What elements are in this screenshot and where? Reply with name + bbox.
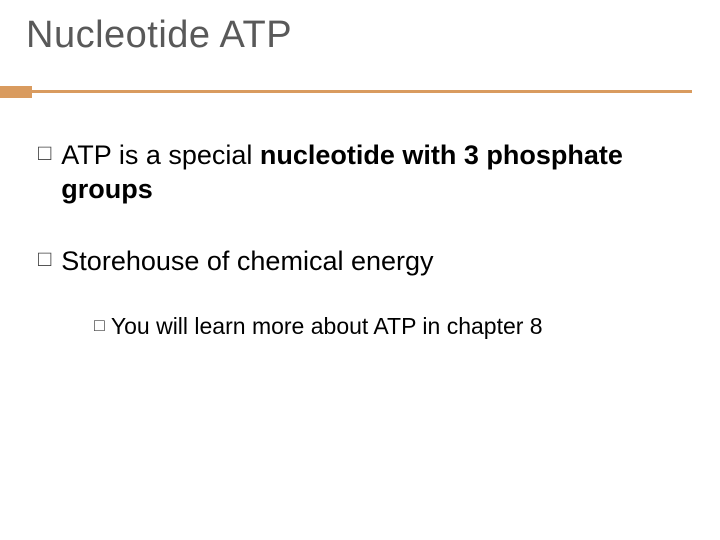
title-rule bbox=[0, 86, 720, 98]
bullet-item: □ ATP is a special nucleotide with 3 pho… bbox=[38, 138, 682, 206]
text-run: Storehouse of chemical energy bbox=[61, 246, 433, 276]
slide-title: Nucleotide ATP bbox=[26, 14, 292, 57]
slide-title-block: Nucleotide ATP bbox=[26, 14, 292, 57]
bullet-text: ATP is a special nucleotide with 3 phosp… bbox=[61, 138, 682, 206]
bullet-item: □ Storehouse of chemical energy bbox=[38, 244, 682, 278]
text-run: will learn more about ATP in chapter 8 bbox=[150, 313, 543, 339]
title-rule-accent bbox=[0, 86, 32, 98]
bullet-marker-icon: □ bbox=[38, 138, 51, 168]
slide-body: □ ATP is a special nucleotide with 3 pho… bbox=[38, 138, 682, 340]
bullet-marker-icon: □ bbox=[38, 244, 51, 274]
sub-bullet-item: □ You will learn more about ATP in chapt… bbox=[94, 312, 682, 340]
bullet-text: Storehouse of chemical energy bbox=[61, 244, 433, 278]
bullet-marker-icon: □ bbox=[94, 312, 105, 338]
text-run: You bbox=[111, 313, 150, 339]
text-run: ATP is a special bbox=[61, 140, 260, 170]
sub-bullet-text: You will learn more about ATP in chapter… bbox=[111, 312, 543, 340]
title-rule-line bbox=[32, 90, 692, 93]
